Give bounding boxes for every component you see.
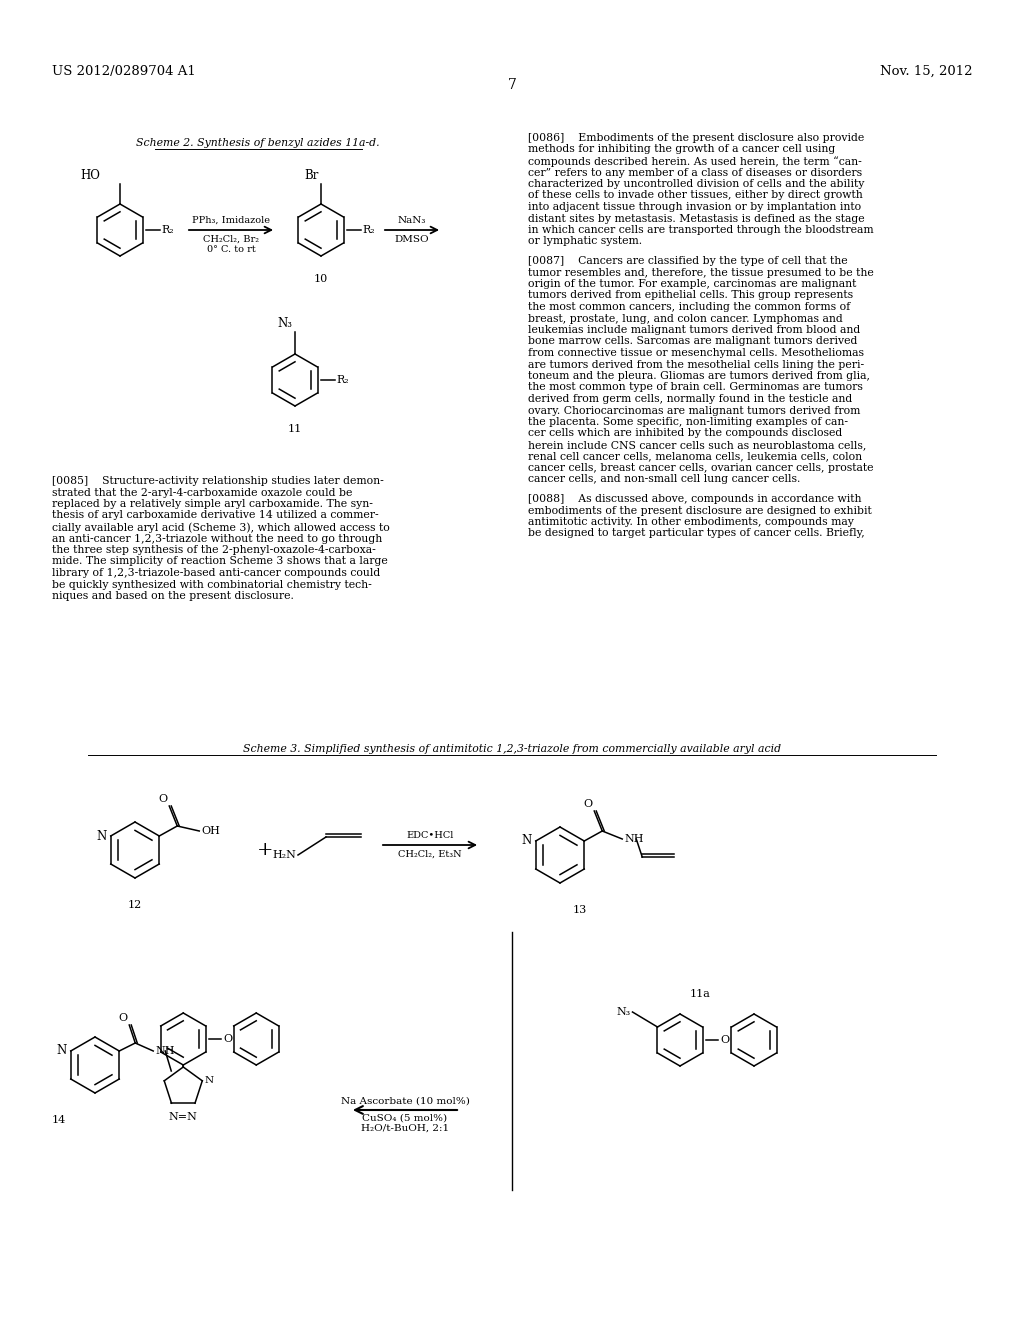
Text: thesis of aryl carboxamide derivative 14 utilized a commer-: thesis of aryl carboxamide derivative 14…	[52, 511, 379, 520]
Text: 11: 11	[288, 424, 302, 434]
Text: derived from germ cells, normally found in the testicle and: derived from germ cells, normally found …	[528, 393, 852, 404]
Text: [0085]    Structure-activity relationship studies later demon-: [0085] Structure-activity relationship s…	[52, 477, 384, 486]
Text: [0086]    Embodiments of the present disclosure also provide: [0086] Embodiments of the present disclo…	[528, 133, 864, 143]
Text: toneum and the pleura. Gliomas are tumors derived from glia,: toneum and the pleura. Gliomas are tumor…	[528, 371, 870, 381]
Text: cer cells which are inhibited by the compounds disclosed: cer cells which are inhibited by the com…	[528, 429, 843, 438]
Text: CuSO₄ (5 mol%): CuSO₄ (5 mol%)	[362, 1114, 447, 1123]
Text: breast, prostate, lung, and colon cancer. Lymphomas and: breast, prostate, lung, and colon cancer…	[528, 314, 843, 323]
Text: origin of the tumor. For example, carcinomas are malignant: origin of the tumor. For example, carcin…	[528, 279, 856, 289]
Text: strated that the 2-aryl-4-carboxamide oxazole could be: strated that the 2-aryl-4-carboxamide ox…	[52, 487, 352, 498]
Text: replaced by a relatively simple aryl carboxamide. The syn-: replaced by a relatively simple aryl car…	[52, 499, 373, 510]
Text: R₂: R₂	[161, 224, 174, 235]
Text: O: O	[223, 1034, 232, 1044]
Text: N₃: N₃	[616, 1007, 631, 1016]
Text: PPh₃, Imidazole: PPh₃, Imidazole	[193, 216, 270, 224]
Text: 12: 12	[128, 900, 142, 909]
Text: OH: OH	[202, 826, 220, 836]
Text: O: O	[118, 1012, 127, 1023]
Text: EDC•HCl: EDC•HCl	[407, 832, 454, 840]
Text: US 2012/0289704 A1: US 2012/0289704 A1	[52, 65, 196, 78]
Text: from connective tissue or mesenchymal cells. Mesotheliomas: from connective tissue or mesenchymal ce…	[528, 348, 864, 358]
Text: HO: HO	[80, 169, 100, 182]
Text: O: O	[720, 1035, 729, 1045]
Text: of these cells to invade other tissues, either by direct growth: of these cells to invade other tissues, …	[528, 190, 863, 201]
Text: NH: NH	[625, 834, 644, 843]
Text: methods for inhibiting the growth of a cancer cell using: methods for inhibiting the growth of a c…	[528, 144, 836, 154]
Text: Scheme 2. Synthesis of benzyl azides 11a-d.: Scheme 2. Synthesis of benzyl azides 11a…	[136, 139, 380, 148]
Text: the most common type of brain cell. Germinomas are tumors: the most common type of brain cell. Germ…	[528, 383, 863, 392]
Text: R₂: R₂	[336, 375, 348, 385]
Text: ovary. Choriocarcinomas are malignant tumors derived from: ovary. Choriocarcinomas are malignant tu…	[528, 405, 860, 416]
Text: renal cell cancer cells, melanoma cells, leukemia cells, colon: renal cell cancer cells, melanoma cells,…	[528, 451, 862, 462]
Text: cially available aryl acid (Scheme 3), which allowed access to: cially available aryl acid (Scheme 3), w…	[52, 521, 390, 532]
Text: R₂: R₂	[362, 224, 375, 235]
Text: O: O	[158, 795, 167, 804]
Text: Na Ascorbate (10 mol%): Na Ascorbate (10 mol%)	[341, 1097, 469, 1106]
Text: distant sites by metastasis. Metastasis is defined as the stage: distant sites by metastasis. Metastasis …	[528, 214, 864, 223]
Text: +: +	[257, 841, 273, 859]
Text: an anti-cancer 1,2,3-triazole without the need to go through: an anti-cancer 1,2,3-triazole without th…	[52, 533, 382, 544]
Text: 14: 14	[52, 1115, 67, 1125]
Text: compounds described herein. As used herein, the term “can-: compounds described herein. As used here…	[528, 156, 862, 166]
Text: are tumors derived from the mesothelial cells lining the peri-: are tumors derived from the mesothelial …	[528, 359, 864, 370]
Text: N: N	[521, 834, 531, 847]
Text: NH: NH	[156, 1045, 175, 1056]
Text: or lymphatic system.: or lymphatic system.	[528, 236, 642, 247]
Text: cer” refers to any member of a class of diseases or disorders: cer” refers to any member of a class of …	[528, 168, 862, 177]
Text: 10: 10	[314, 275, 328, 284]
Text: H₂N: H₂N	[272, 850, 296, 861]
Text: N: N	[204, 1076, 213, 1085]
Text: antimitotic activity. In other embodiments, compounds may: antimitotic activity. In other embodimen…	[528, 517, 854, 527]
Text: tumors derived from epithelial cells. This group represents: tumors derived from epithelial cells. Th…	[528, 290, 853, 301]
Text: O: O	[583, 799, 592, 809]
Text: be designed to target particular types of cancer cells. Briefly,: be designed to target particular types o…	[528, 528, 864, 539]
Text: into adjacent tissue through invasion or by implantation into: into adjacent tissue through invasion or…	[528, 202, 861, 213]
Text: embodiments of the present disclosure are designed to exhibit: embodiments of the present disclosure ar…	[528, 506, 871, 516]
Text: the three step synthesis of the 2-phenyl-oxazole-4-carboxa-: the three step synthesis of the 2-phenyl…	[52, 545, 376, 554]
Text: N: N	[96, 829, 106, 842]
Text: [0088]    As discussed above, compounds in accordance with: [0088] As discussed above, compounds in …	[528, 494, 861, 504]
Text: DMSO: DMSO	[394, 235, 429, 244]
Text: library of 1,2,3-triazole-based anti-cancer compounds could: library of 1,2,3-triazole-based anti-can…	[52, 568, 380, 578]
Text: cancer cells, and non-small cell lung cancer cells.: cancer cells, and non-small cell lung ca…	[528, 474, 801, 484]
Text: cancer cells, breast cancer cells, ovarian cancer cells, prostate: cancer cells, breast cancer cells, ovari…	[528, 463, 873, 473]
Text: the most common cancers, including the common forms of: the most common cancers, including the c…	[528, 302, 850, 312]
Text: mide. The simplicity of reaction Scheme 3 shows that a large: mide. The simplicity of reaction Scheme …	[52, 557, 388, 566]
Text: 11a: 11a	[689, 989, 711, 999]
Text: Scheme 3. Simplified synthesis of antimitotic 1,2,3-triazole from commercially a: Scheme 3. Simplified synthesis of antimi…	[243, 744, 781, 754]
Text: 0° C. to rt: 0° C. to rt	[207, 246, 255, 253]
Text: bone marrow cells. Sarcomas are malignant tumors derived: bone marrow cells. Sarcomas are malignan…	[528, 337, 857, 346]
Text: NaN₃: NaN₃	[397, 216, 426, 224]
Text: be quickly synthesized with combinatorial chemistry tech-: be quickly synthesized with combinatoria…	[52, 579, 372, 590]
Text: herein include CNS cancer cells such as neuroblastoma cells,: herein include CNS cancer cells such as …	[528, 440, 866, 450]
Text: H₂O/t-BuOH, 2:1: H₂O/t-BuOH, 2:1	[360, 1125, 450, 1133]
Text: CH₂Cl₂, Et₃N: CH₂Cl₂, Et₃N	[398, 850, 462, 859]
Text: Br: Br	[304, 169, 319, 182]
Text: in which cancer cells are transported through the bloodstream: in which cancer cells are transported th…	[528, 224, 873, 235]
Text: 7: 7	[508, 78, 516, 92]
Text: characterized by uncontrolled division of cells and the ability: characterized by uncontrolled division o…	[528, 180, 864, 189]
Text: tumor resembles and, therefore, the tissue presumed to be the: tumor resembles and, therefore, the tiss…	[528, 268, 873, 277]
Text: CH₂Cl₂, Br₂: CH₂Cl₂, Br₂	[203, 235, 259, 244]
Text: leukemias include malignant tumors derived from blood and: leukemias include malignant tumors deriv…	[528, 325, 860, 335]
Text: Nov. 15, 2012: Nov. 15, 2012	[880, 65, 972, 78]
Text: N=N: N=N	[169, 1111, 198, 1122]
Text: 13: 13	[572, 906, 587, 915]
Text: [0087]    Cancers are classified by the type of cell that the: [0087] Cancers are classified by the typ…	[528, 256, 848, 267]
Text: N: N	[56, 1044, 67, 1057]
Text: niques and based on the present disclosure.: niques and based on the present disclosu…	[52, 591, 294, 601]
Text: N₃: N₃	[278, 317, 292, 330]
Text: the placenta. Some specific, non-limiting examples of can-: the placenta. Some specific, non-limitin…	[528, 417, 848, 426]
